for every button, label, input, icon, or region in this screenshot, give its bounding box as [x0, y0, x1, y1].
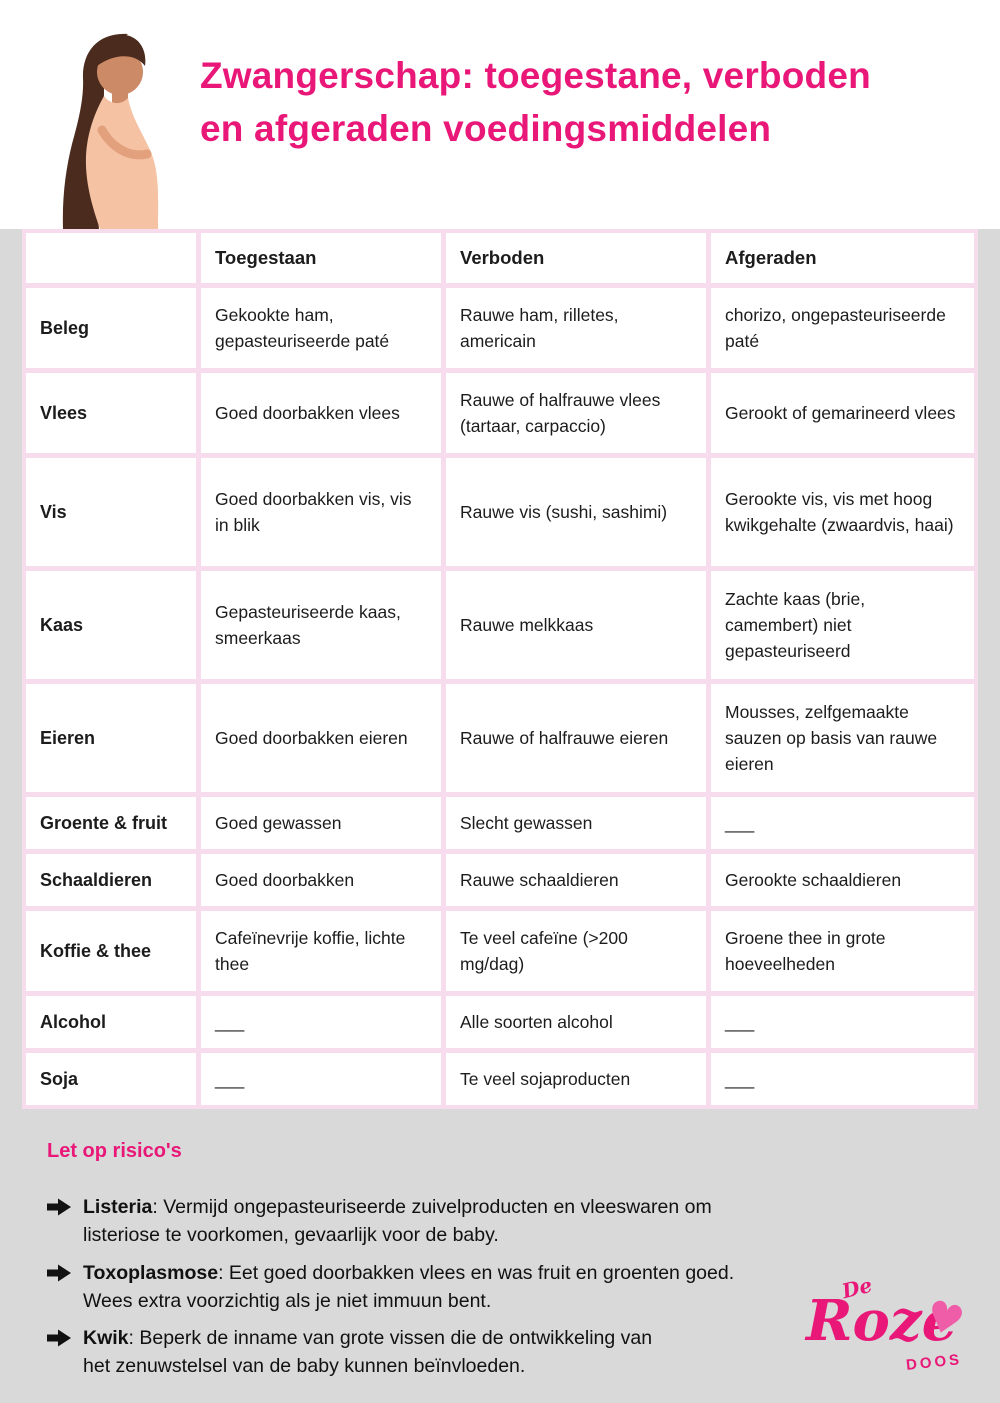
- cell-koffie-verboden: Te veel cafeïne (>200 mg/dag): [446, 911, 706, 991]
- cell-schaaldieren-verboden: Rauwe schaaldieren: [446, 854, 706, 906]
- row-category-kaas: Kaas: [26, 571, 196, 679]
- notes-title: Let op risico's: [47, 1140, 182, 1162]
- note-body: : Eet goed doorbakken vlees en was fruit…: [83, 1261, 735, 1312]
- row-category-soja: Soja: [26, 1053, 196, 1105]
- pregnant-woman-illustration: [52, 30, 182, 230]
- arrow-right-icon: [47, 1329, 71, 1381]
- cell-kaas-verboden: Rauwe melkkaas: [446, 571, 706, 679]
- page-title-line2: en afgeraden voedingsmiddelen: [200, 107, 772, 149]
- pregnant-woman-svg: [62, 33, 159, 230]
- cell-alcohol-toegestaan: ___: [201, 996, 441, 1048]
- cell-groente-verboden: Slecht gewassen: [446, 797, 706, 849]
- note-body: : Vermijd ongepasteuriseerde zuivelprodu…: [83, 1196, 712, 1247]
- arrow-right-icon: [47, 1198, 71, 1250]
- cell-schaaldieren-afgeraden: Gerookte schaaldieren: [711, 854, 974, 906]
- food-guideline-table: Toegestaan Verboden Afgeraden Beleg Geko…: [22, 229, 978, 1109]
- note-text: Listeria: Vermijd ongepasteuriseerde zui…: [83, 1193, 763, 1250]
- cell-vis-verboden: Rauwe vis (sushi, sashimi): [446, 458, 706, 566]
- row-category-koffie-thee: Koffie & thee: [26, 911, 196, 991]
- note-term: Listeria: [83, 1196, 153, 1218]
- cell-schaaldieren-toegestaan: Goed doorbakken: [201, 854, 441, 906]
- cell-groente-toegestaan: Goed gewassen: [201, 797, 441, 849]
- logo-text-roze: Roze: [806, 1288, 958, 1354]
- cell-alcohol-afgeraden: ___: [711, 996, 974, 1048]
- row-category-beleg: Beleg: [26, 288, 196, 368]
- cell-kaas-afgeraden: Zachte kaas (brie, camembert) niet gepas…: [711, 571, 974, 679]
- note-kwik: Kwik: Beperk de inname van grote vissen …: [47, 1324, 817, 1381]
- table-corner-cell: [26, 233, 196, 283]
- note-term: Kwik: [83, 1327, 129, 1350]
- note-toxoplasmose: Toxoplasmose: Eet goed doorbakken vlees …: [47, 1259, 817, 1316]
- cell-vlees-afgeraden: Gerookt of gemarineerd vlees: [711, 373, 974, 453]
- cell-soja-afgeraden: ___: [711, 1053, 974, 1105]
- column-header-afgeraden: Afgeraden: [711, 233, 974, 283]
- cell-eieren-toegestaan: Goed doorbakken eieren: [201, 684, 441, 792]
- page-title-line1: Zwangerschap: toegestane, verboden: [200, 55, 871, 96]
- row-category-eieren: Eieren: [26, 684, 196, 792]
- column-header-toegestaan: Toegestaan: [201, 233, 441, 283]
- cell-groente-afgeraden: ___: [711, 797, 974, 849]
- cell-kaas-toegestaan: Gepasteuriseerde kaas, smeerkaas: [201, 571, 441, 679]
- note-text: Kwik: Beperk de inname van grote vissen …: [83, 1324, 663, 1381]
- column-header-verboden: Verboden: [446, 233, 706, 283]
- row-category-alcohol: Alcohol: [26, 996, 196, 1048]
- table-grid: Toegestaan Verboden Afgeraden Beleg Geko…: [26, 233, 974, 1105]
- row-category-schaaldieren: Schaaldieren: [26, 854, 196, 906]
- risk-notes-section: Let op risico's Listeria: Vermijd ongepa…: [47, 1140, 817, 1390]
- row-category-vis: Vis: [26, 458, 196, 566]
- cell-alcohol-verboden: Alle soorten alcohol: [446, 996, 706, 1048]
- header: Zwangerschap: toegestane, verboden en af…: [0, 0, 1000, 230]
- note-listeria: Listeria: Vermijd ongepasteuriseerde zui…: [47, 1193, 817, 1250]
- cell-eieren-verboden: Rauwe of halfrauwe eieren: [446, 684, 706, 792]
- de-roze-doos-logo: De Roze ♥ Doos: [806, 1273, 976, 1392]
- cell-beleg-toegestaan: Gekookte ham, gepasteuriseerde paté: [201, 288, 441, 368]
- page-title: Zwangerschap: toegestane, verboden en af…: [200, 50, 871, 155]
- cell-koffie-afgeraden: Groene thee in grote hoeveelheden: [711, 911, 974, 991]
- cell-beleg-verboden: Rauwe ham, rilletes, americain: [446, 288, 706, 368]
- logo-text-doos: Doos: [905, 1351, 963, 1374]
- cell-vlees-verboden: Rauwe of halfrauwe vlees (tartaar, carpa…: [446, 373, 706, 453]
- cell-koffie-toegestaan: Cafeïnevrije koffie, lichte thee: [201, 911, 441, 991]
- cell-soja-verboden: Te veel sojaproducten: [446, 1053, 706, 1105]
- cell-vis-afgeraden: Gerookte vis, vis met hoog kwikgehalte (…: [711, 458, 974, 566]
- cell-soja-toegestaan: ___: [201, 1053, 441, 1105]
- cell-beleg-afgeraden: chorizo, ongepasteuriseerde paté: [711, 288, 974, 368]
- arrow-right-icon: [47, 1264, 71, 1316]
- cell-vis-toegestaan: Goed doorbakken vis, vis in blik: [201, 458, 441, 566]
- row-category-vlees: Vlees: [26, 373, 196, 453]
- cell-eieren-afgeraden: Mousses, zelfgemaakte sauzen op basis va…: [711, 684, 974, 792]
- cell-vlees-toegestaan: Goed doorbakken vlees: [201, 373, 441, 453]
- note-body: : Beperk de inname van grote vissen die …: [83, 1327, 653, 1378]
- note-text: Toxoplasmose: Eet goed doorbakken vlees …: [83, 1259, 778, 1316]
- note-term: Toxoplasmose: [83, 1261, 219, 1284]
- row-category-groente-fruit: Groente & fruit: [26, 797, 196, 849]
